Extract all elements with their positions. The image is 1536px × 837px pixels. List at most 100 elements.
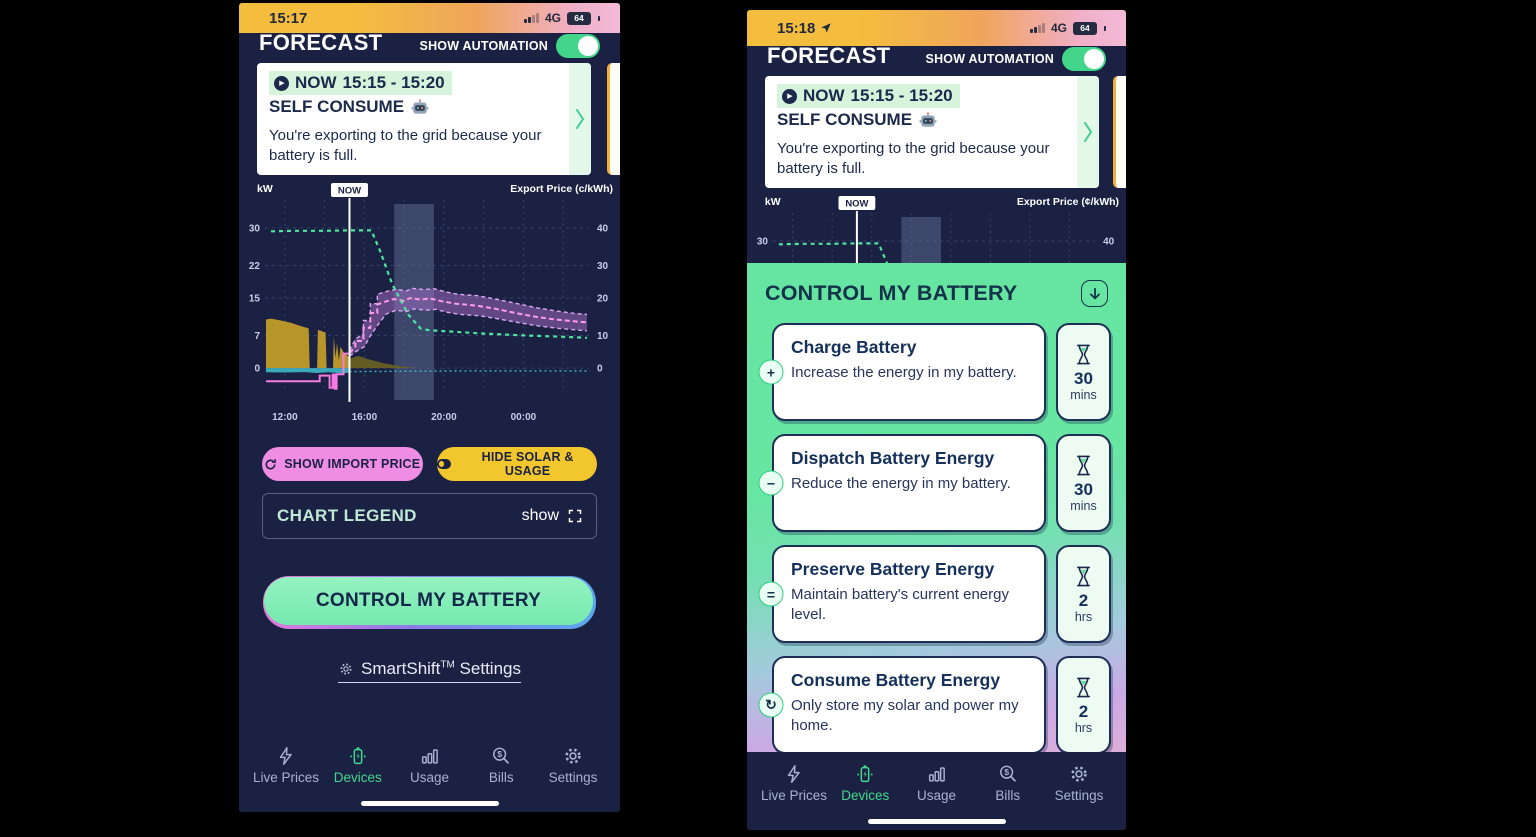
- page-title: FORECAST: [767, 46, 891, 68]
- hourglass-icon: [1076, 677, 1091, 697]
- nav-item-devices[interactable]: Devices: [831, 763, 899, 830]
- cellular-signal-icon: [1030, 23, 1045, 33]
- battery-action-row: ↻ Consume Battery Energy Only store my s…: [758, 656, 1111, 752]
- svg-text:0: 0: [597, 364, 603, 375]
- action-duration-button[interactable]: 30 mins: [1056, 323, 1111, 421]
- panel-title: CONTROL MY BATTERY: [765, 281, 1018, 305]
- show-automation-toggle[interactable]: [556, 34, 600, 58]
- now-forecast-card[interactable]: NOW 15:15 - 15:20 SELF CONSUME You're ex…: [257, 63, 591, 175]
- svg-text:20: 20: [597, 294, 609, 305]
- nav-label: Devices: [333, 770, 382, 785]
- battery-nub-icon: [598, 15, 600, 21]
- show-automation-toggle[interactable]: [1062, 47, 1106, 71]
- nav-item-settings[interactable]: Settings: [1045, 763, 1113, 830]
- next-forecast-card-edge[interactable]: [607, 63, 620, 175]
- smartshift-settings-link[interactable]: SmartShiftTM Settings: [338, 659, 521, 683]
- smartshift-label: SmartShiftTM Settings: [361, 659, 521, 678]
- card-next-strip[interactable]: [1077, 76, 1099, 188]
- expand-icon: [568, 509, 582, 523]
- svg-text:00:00: 00:00: [511, 412, 537, 423]
- battery-action-card[interactable]: Preserve Battery Energy Maintain battery…: [772, 545, 1046, 643]
- robot-icon: [919, 112, 937, 127]
- nav-item-live-prices[interactable]: Live Prices: [252, 745, 320, 812]
- nav-item-bills[interactable]: $ Bills: [467, 745, 535, 812]
- play-icon: [274, 75, 289, 91]
- chart-icon: [419, 745, 441, 767]
- battery-action-card[interactable]: Charge Battery Increase the energy in my…: [772, 323, 1046, 421]
- svg-text:40: 40: [597, 224, 609, 235]
- forecast-chart-container: 30 40 22 30 15 20 7 10 0 0 12:00 16:00 20:00 00:00 NOW…: [239, 178, 620, 430]
- bolt-icon: [783, 763, 805, 785]
- phone-screenshot-right: 15:18 4G 64 FORECAST SHOW AUTOMATION NOW…: [747, 10, 1126, 830]
- svg-text:30: 30: [597, 261, 609, 272]
- nav-item-bills[interactable]: $ Bills: [974, 763, 1042, 830]
- show-automation-label: SHOW AUTOMATION: [419, 39, 548, 53]
- chevron-right-icon: [576, 109, 585, 129]
- action-title: Charge Battery: [791, 337, 917, 357]
- battery-action-row: = Preserve Battery Energy Maintain batte…: [758, 545, 1111, 643]
- home-indicator[interactable]: [360, 801, 499, 806]
- action-duration-button[interactable]: 2 hrs: [1056, 545, 1111, 643]
- cellular-signal-icon: [524, 13, 539, 23]
- control-battery-panel: CONTROL MY BATTERY + Charge Battery Incr…: [747, 263, 1126, 752]
- action-title: Preserve Battery Energy: [791, 559, 995, 579]
- forecast-description: You're exporting to the grid because you…: [269, 127, 542, 164]
- card-next-strip[interactable]: [569, 63, 591, 175]
- battery-action-card[interactable]: Consume Battery Energy Only store my sol…: [772, 656, 1046, 752]
- svg-text:$: $: [497, 749, 502, 759]
- svg-text:30: 30: [249, 224, 261, 235]
- bills-icon: $: [490, 745, 512, 767]
- legend-show-button[interactable]: show: [522, 507, 582, 525]
- chart-icon: [926, 763, 948, 785]
- action-symbol-icon: +: [758, 359, 784, 385]
- bolt-icon: [275, 745, 297, 767]
- phone-screenshot-left: 15:17 4G 64 FORECAST SHOW AUTOMATION NOW…: [239, 3, 620, 812]
- collapse-panel-button[interactable]: [1081, 280, 1108, 307]
- duration-value: 2: [1078, 590, 1089, 610]
- action-description: Increase the energy in my battery.: [791, 364, 1017, 381]
- nav-label: Bills: [995, 788, 1021, 803]
- nav-label: Live Prices: [760, 788, 828, 803]
- svg-text:40: 40: [1103, 236, 1115, 247]
- control-my-battery-button[interactable]: CONTROL MY BATTERY: [264, 577, 593, 625]
- gear-icon: [340, 663, 352, 675]
- action-duration-button[interactable]: 30 mins: [1056, 434, 1111, 532]
- duration-unit: mins: [1070, 387, 1097, 402]
- forecast-chart[interactable]: 3040223015207100012:0016:0020:0000:00NOW…: [747, 191, 1126, 264]
- duration-value: 2: [1078, 701, 1089, 721]
- nav-item-usage[interactable]: Usage: [903, 763, 971, 830]
- forecast-chart-clipped: 3040223015207100012:0016:0020:0000:00NOW…: [747, 191, 1126, 264]
- battery-action-card[interactable]: Dispatch Battery Energy Reduce the energ…: [772, 434, 1046, 532]
- home-indicator[interactable]: [867, 819, 1006, 824]
- svg-text:30: 30: [757, 236, 769, 247]
- bottom-nav: Live Prices Devices Usage $ Bills Settin…: [239, 734, 620, 812]
- action-symbol-icon: =: [758, 581, 784, 607]
- show-automation-label: SHOW AUTOMATION: [925, 52, 1054, 66]
- arrow-down-icon: [1089, 287, 1100, 299]
- status-time: 15:18: [777, 19, 816, 37]
- nav-item-live-prices[interactable]: Live Prices: [760, 763, 828, 830]
- app-header: FORECAST SHOW AUTOMATION: [747, 46, 1126, 72]
- action-duration-button[interactable]: 2 hrs: [1056, 656, 1111, 752]
- nav-item-devices[interactable]: Devices: [324, 745, 392, 812]
- gear-icon: [562, 745, 584, 767]
- nav-item-settings[interactable]: Settings: [539, 745, 607, 812]
- robot-icon: [411, 99, 429, 114]
- duration-unit: hrs: [1074, 720, 1093, 735]
- action-title: Consume Battery Energy: [791, 670, 1001, 690]
- battery-icon: [854, 763, 876, 785]
- now-forecast-card[interactable]: NOW 15:15 - 15:20 SELF CONSUME You're ex…: [765, 76, 1099, 188]
- nav-label: Devices: [841, 788, 890, 803]
- nav-item-usage[interactable]: Usage: [396, 745, 464, 812]
- toggle-knob: [578, 36, 598, 56]
- action-title: Dispatch Battery Energy: [791, 448, 995, 468]
- action-symbol-icon: −: [758, 470, 784, 496]
- nav-label: Usage: [916, 788, 957, 803]
- hide-solar-usage-button[interactable]: HIDE SOLAR & USAGE: [436, 447, 597, 481]
- show-import-price-button[interactable]: SHOW IMPORT PRICE: [262, 447, 423, 481]
- network-type-label: 4G: [544, 11, 561, 25]
- svg-text:NOW: NOW: [338, 186, 361, 197]
- svg-text:16:00: 16:00: [352, 412, 378, 423]
- next-forecast-card-edge[interactable]: [1113, 76, 1126, 188]
